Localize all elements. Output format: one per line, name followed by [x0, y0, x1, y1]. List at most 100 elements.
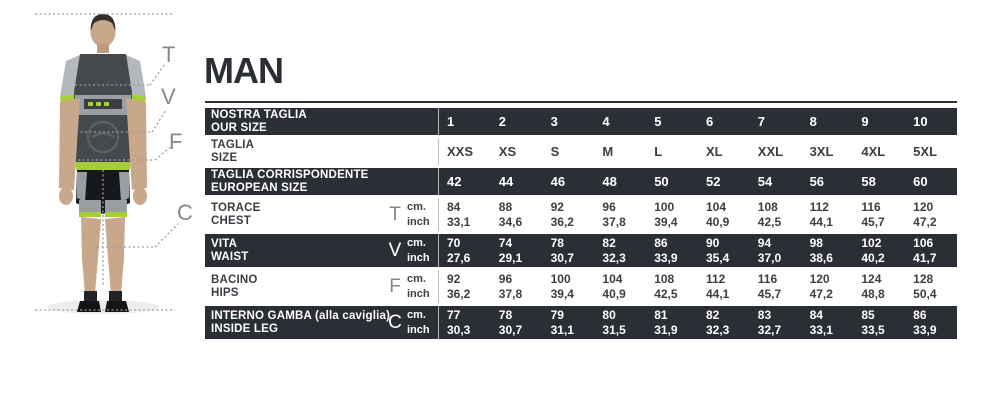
row-label-secondary: WAIST — [211, 250, 249, 263]
size-value-cell: 8 — [809, 114, 817, 129]
measure-value-cell: 83 32,7 — [750, 306, 802, 339]
measure-value-cell: 92 36,2 — [543, 198, 595, 231]
measure-value-cell: 124 48,8 — [853, 270, 905, 303]
row-label-primary: VITA — [211, 237, 238, 250]
measure-value-cell: 112 44,1 — [698, 270, 750, 303]
unit-cm-label: cm. — [407, 272, 426, 285]
unit-inch-label: inch — [407, 215, 430, 228]
measure-value-cell: 104 40,9 — [594, 270, 646, 303]
measure-value-cell: 70 27,6 — [439, 234, 491, 267]
size-value-cell: 10 — [913, 114, 928, 129]
cm-value: 108 — [757, 199, 778, 214]
measure-value-cell: 104 40,9 — [698, 198, 750, 231]
measure-value-cell: 100 39,4 — [543, 270, 595, 303]
measure-letter: V — [388, 239, 402, 261]
cm-value: 88 — [498, 199, 513, 214]
table-top-rule — [205, 101, 957, 103]
measure-value-cell: 92 36,2 — [439, 270, 491, 303]
size-value-cell: 50 — [654, 174, 669, 189]
inch-value: 41,7 — [913, 250, 937, 265]
row-label: TORACE CHEST — [205, 198, 383, 231]
row-values: 77 30,3 78 30,7 79 31,1 80 31,5 81 31,9 82 32,3 83 32… — [438, 306, 957, 339]
measure-value-cell: 82 32,3 — [594, 234, 646, 267]
row-values: XXS XS S M L XL XXL 3XL 4XL 5XL — [438, 138, 957, 165]
measure-value-cell: 77 30,3 — [439, 306, 491, 339]
cm-value: 94 — [757, 235, 772, 250]
row-values: 42 44 46 48 50 52 54 56 58 60 — [438, 168, 957, 195]
inch-value: 33,9 — [654, 250, 678, 265]
cm-value: 83 — [757, 307, 772, 322]
inch-value: 37,0 — [757, 250, 782, 265]
size-value-cell: 46 — [550, 174, 566, 189]
unit-cm-label: cm. — [407, 200, 426, 213]
cm-value: 92 — [447, 271, 461, 286]
cm-value: 102 — [861, 235, 882, 250]
inch-value: 42,5 — [757, 214, 782, 229]
size-value-cell: 42 — [447, 174, 462, 189]
row-label-primary: BACINO — [211, 273, 258, 286]
cm-value: 98 — [809, 235, 823, 250]
size-value-cell: 52 — [705, 174, 721, 189]
cm-value: 79 — [550, 307, 564, 322]
size-value-cell: 4XL — [861, 144, 886, 159]
inch-value: 47,2 — [809, 286, 833, 301]
inch-value: 48,8 — [861, 286, 885, 301]
cm-value: 96 — [602, 199, 616, 214]
measure-value-cell: 94 37,0 — [750, 234, 802, 267]
row-label-secondary: SIZE — [211, 151, 238, 164]
measure-value-cell: 116 45,7 — [853, 198, 905, 231]
cm-value: 124 — [861, 271, 882, 286]
row-label-primary: TAGLIA CORRISPONDENTE — [211, 168, 369, 181]
inch-value: 36,2 — [447, 286, 471, 301]
inch-value: 39,4 — [550, 286, 574, 301]
measure-value-cell: 90 35,4 — [698, 234, 750, 267]
measure-value-cell: 102 40,2 — [853, 234, 905, 267]
measure-value-cell: 80 31,5 — [594, 306, 646, 339]
inch-value: 31,9 — [654, 322, 678, 337]
size-value-cell: 6 — [705, 114, 714, 129]
cm-value: 78 — [550, 235, 564, 250]
cm-value: 86 — [913, 307, 927, 322]
unit-cm-label: cm. — [407, 236, 426, 249]
row-label: TAGLIA CORRISPONDENTE EUROPEAN SIZE — [205, 168, 438, 195]
measure-value-cell: 108 42,5 — [750, 198, 802, 231]
cm-value: 106 — [913, 235, 934, 250]
measure-marker-T: T — [162, 42, 176, 67]
unit-inch-label: inch — [407, 287, 430, 300]
inch-value: 42,5 — [654, 286, 678, 301]
row-label-primary: TORACE — [211, 201, 261, 214]
measure-letter: T — [389, 203, 401, 225]
cm-value: 100 — [550, 271, 571, 286]
measure-marker-F: F — [169, 129, 183, 154]
measure-value-cell: 128 50,4 — [905, 270, 957, 303]
inch-value: 37,8 — [602, 214, 626, 229]
inch-value: 40,2 — [861, 250, 885, 265]
cm-value: 82 — [705, 307, 720, 322]
measure-value-cell: 84 33,1 — [802, 306, 854, 339]
unit-labels: cm. inch — [407, 270, 438, 303]
unit-inch-label: inch — [407, 251, 430, 264]
size-value-cell: 54 — [757, 174, 773, 189]
table-row-size: TAGLIA SIZE XXS XS S M L XL XXL 3XL 4XL 5XL — [205, 138, 957, 165]
inch-value: 45,7 — [757, 286, 782, 301]
cm-value: 80 — [602, 307, 616, 322]
size-table: NOSTRA TAGLIA OUR SIZE 1 2 3 4 5 6 7 8 9 10 TAGLIA SI… — [205, 101, 957, 342]
inch-value: 33,1 — [447, 214, 471, 229]
row-label: TAGLIA SIZE — [205, 138, 438, 165]
size-value-cell: 48 — [602, 174, 617, 189]
measure-value-cell: 86 33,9 — [646, 234, 698, 267]
inch-value: 44,1 — [705, 286, 730, 301]
measure-value-cell: 84 33,1 — [439, 198, 491, 231]
size-value-cell: XS — [498, 144, 517, 159]
cm-value: 100 — [654, 199, 675, 214]
size-value-cell: XXL — [757, 144, 784, 159]
measure-value-cell: 78 30,7 — [543, 234, 595, 267]
row-label-secondary: CHEST — [211, 214, 251, 227]
cm-value: 92 — [550, 199, 564, 214]
inch-value: 29,1 — [498, 250, 523, 265]
measure-letter: F — [389, 275, 401, 297]
